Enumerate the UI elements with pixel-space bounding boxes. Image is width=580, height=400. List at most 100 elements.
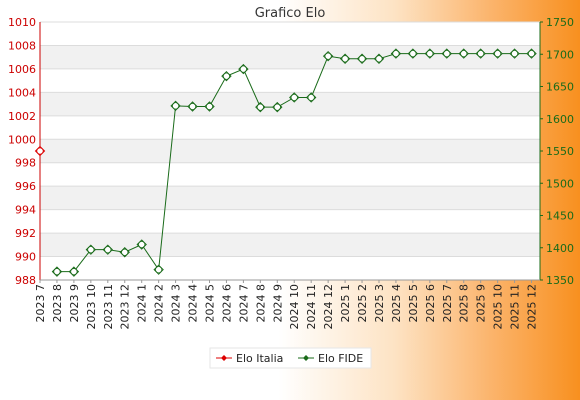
x-tick-label: 2024 7 <box>237 284 250 323</box>
data-point-ring-elo-italia <box>36 147 44 155</box>
x-tick-label: 2023 7 <box>34 284 47 323</box>
plot-band <box>40 209 540 234</box>
left-tick-label: 1010 <box>8 16 36 29</box>
left-tick-label: 998 <box>15 157 36 170</box>
data-point-ring-elo-fide <box>290 93 298 102</box>
left-tick-label: 1000 <box>8 133 36 146</box>
data-point-ring-elo-fide <box>222 72 231 80</box>
plot-band <box>40 162 540 187</box>
legend-label-elo-italia: Elo Italia <box>236 352 283 365</box>
plot-band <box>40 186 540 210</box>
left-tick-label: 996 <box>15 180 36 193</box>
data-point-ring-elo-fide <box>205 102 214 111</box>
right-axis-ticks: 1350 1400 1450 1500 1550 1600 1650 1700 1750 <box>540 16 574 287</box>
data-point-ring-elo-fide <box>494 50 502 58</box>
data-point-ring-elo-fide <box>307 93 315 102</box>
left-tick-label: 992 <box>15 227 36 240</box>
x-tick-label: 2023 11 <box>102 284 115 330</box>
plot-band <box>40 115 540 140</box>
data-point-ring-elo-fide <box>375 55 383 63</box>
data-point-ring-elo-fide <box>171 102 180 110</box>
legend: Elo Italia Elo FIDE <box>209 347 372 369</box>
plot-band <box>40 22 540 46</box>
data-point-ring-elo-fide <box>87 246 95 254</box>
legend-marker-elo-italia <box>221 355 227 361</box>
x-tick-label: 2025 8 <box>458 284 471 323</box>
x-tick-label: 2025 4 <box>390 284 403 323</box>
right-tick-label: 1600 <box>546 113 574 126</box>
x-tick-label: 2023 9 <box>68 284 81 323</box>
legend-box <box>209 347 372 369</box>
legend-label-elo-fide: Elo FIDE <box>318 352 363 365</box>
data-point-ring-elo-fide <box>256 103 264 111</box>
x-tick-label: 2025 12 <box>526 284 539 330</box>
x-tick-label: 2023 12 <box>119 284 132 330</box>
x-tick-label: 2025 3 <box>373 284 386 323</box>
x-tick-label: 2023 10 <box>85 284 98 330</box>
x-tick-label: 2024 11 <box>305 284 318 330</box>
x-tick-label: 2024 2 <box>153 284 166 323</box>
data-point-ring-elo-fide <box>510 50 519 58</box>
left-tick-label: 990 <box>15 251 36 264</box>
right-tick-label: 1350 <box>546 274 574 287</box>
data-point-ring-elo-fide <box>460 50 468 58</box>
data-point-ring-elo-fide <box>477 50 485 58</box>
right-tick-label: 1400 <box>546 242 574 255</box>
x-tick-label: 2025 7 <box>441 284 454 323</box>
left-tick-label: 1006 <box>8 63 36 76</box>
data-point-ring-elo-fide <box>409 50 417 58</box>
x-tick-label: 2025 1 <box>339 284 352 323</box>
data-point-ring-elo-fide <box>138 240 146 249</box>
x-tick-label: 2025 2 <box>356 284 369 323</box>
x-tick-label: 2025 10 <box>492 284 505 330</box>
data-point-ring-elo-fide <box>188 102 197 111</box>
x-tick-label: 2024 6 <box>220 284 233 323</box>
left-tick-label: 988 <box>15 274 36 287</box>
right-tick-label: 1500 <box>546 177 574 190</box>
x-tick-label: 2024 3 <box>170 284 183 323</box>
data-point-ring-elo-fide <box>324 52 332 60</box>
x-tick-label: 2024 9 <box>271 284 284 323</box>
plot-band <box>40 256 540 280</box>
plot-band <box>40 139 540 163</box>
x-tick-label: 2025 9 <box>475 284 488 323</box>
data-point-ring-elo-fide <box>392 50 400 58</box>
right-tick-label: 1550 <box>546 145 574 158</box>
x-tick-label: 2025 6 <box>424 284 437 323</box>
x-tick-label: 2024 1 <box>136 284 149 323</box>
right-tick-label: 1450 <box>546 210 574 223</box>
x-tick-label: 2024 5 <box>203 284 216 323</box>
plot-band <box>40 68 540 93</box>
data-point-ring-elo-fide <box>341 55 349 63</box>
chart-title: Grafico Elo <box>255 6 326 21</box>
data-point-ring-elo-fide <box>273 103 281 111</box>
x-tick-label: 2025 5 <box>407 284 420 323</box>
data-point-ring-elo-fide <box>239 65 247 73</box>
left-tick-label: 1008 <box>8 39 36 52</box>
series-points <box>34 48 537 277</box>
data-point-ring-elo-fide <box>121 248 129 256</box>
x-tick-label: 2024 12 <box>322 284 335 330</box>
right-tick-label: 1750 <box>546 16 574 29</box>
x-tick-label: 2025 11 <box>509 284 522 330</box>
right-tick-label: 1650 <box>546 81 574 94</box>
right-tick-label: 1700 <box>546 48 574 61</box>
plot-band <box>40 233 540 257</box>
left-tick-label: 994 <box>15 204 36 217</box>
left-tick-label: 1002 <box>8 110 36 123</box>
x-tick-label: 2023 8 <box>51 284 64 323</box>
data-point-ring-elo-fide <box>155 266 163 274</box>
data-point-ring-elo-fide <box>358 55 366 63</box>
left-tick-label: 1004 <box>8 86 36 99</box>
data-point-ring-elo-fide <box>443 50 451 58</box>
data-point-ring-elo-fide <box>70 268 78 276</box>
data-point-ring-elo-fide <box>426 50 434 58</box>
data-point-ring-elo-fide <box>527 50 536 58</box>
legend-marker-elo-fide <box>303 355 309 361</box>
x-tick-label: 2024 10 <box>288 284 301 330</box>
left-axis-ticks: 988 990 992 994 996 998 1000 1002 1004 1006 1008 10… <box>8 16 36 287</box>
data-point-ring-elo-fide <box>104 246 112 254</box>
data-point-ring-elo-fide <box>53 268 61 276</box>
plot-band <box>40 92 540 116</box>
